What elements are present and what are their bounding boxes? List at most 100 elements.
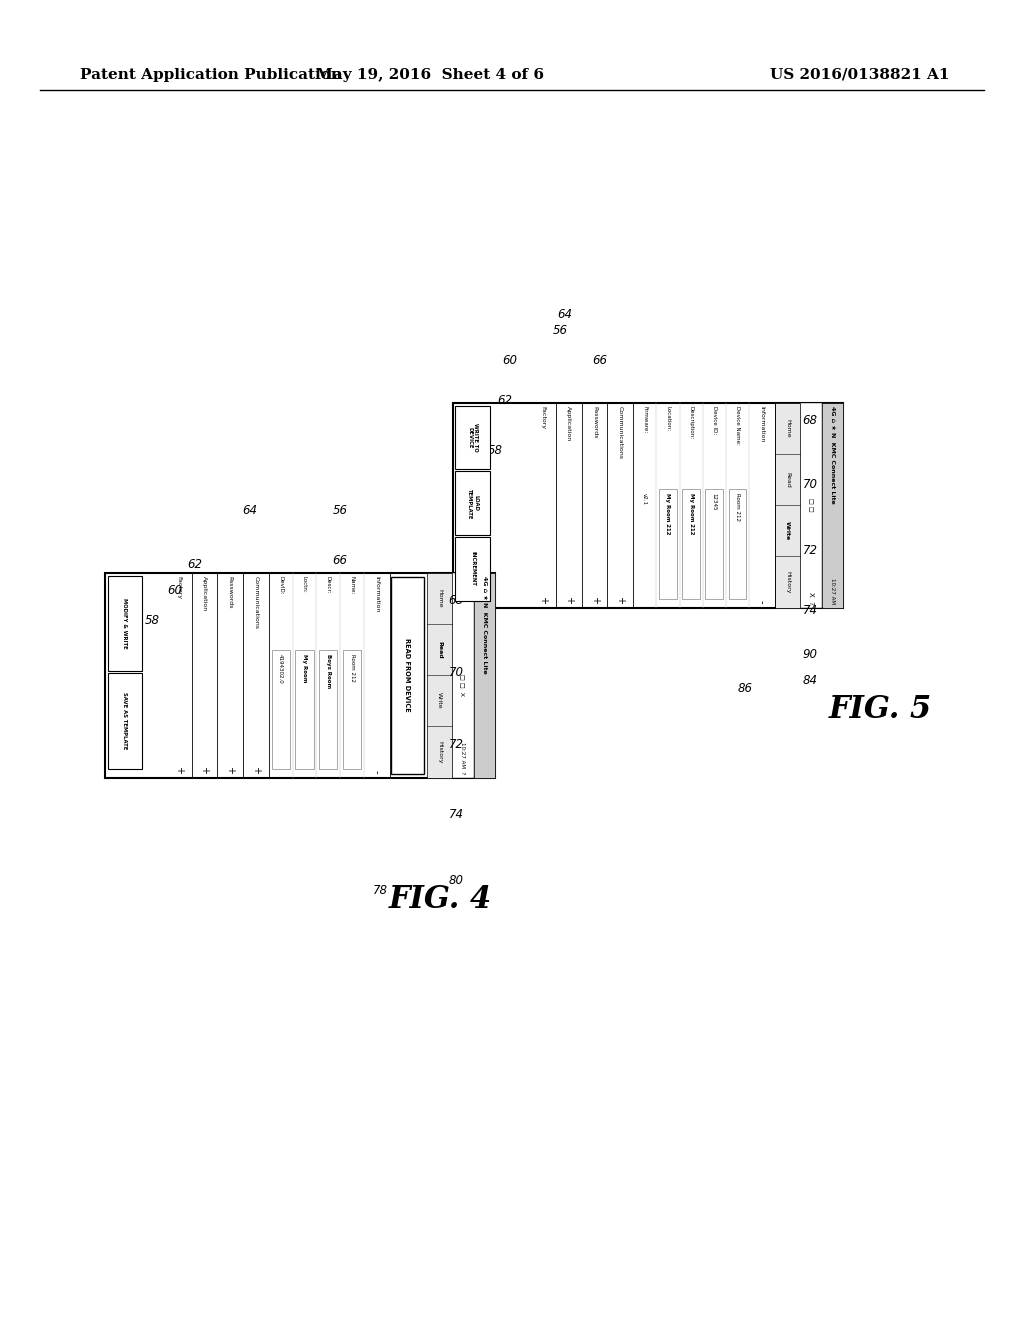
Text: +: +: [564, 595, 573, 603]
Polygon shape: [108, 673, 141, 768]
Polygon shape: [296, 651, 313, 770]
Text: +: +: [615, 595, 626, 603]
Text: 74: 74: [449, 808, 464, 821]
Text: 78: 78: [373, 883, 387, 896]
Text: Application: Application: [202, 577, 207, 611]
Text: 66: 66: [333, 553, 347, 566]
Text: 64: 64: [243, 503, 257, 516]
Text: 74: 74: [803, 603, 817, 616]
Text: 68: 68: [449, 594, 464, 606]
Text: X  ?: X ?: [808, 591, 814, 605]
Polygon shape: [427, 573, 453, 777]
Text: 86: 86: [737, 681, 753, 694]
Text: +: +: [225, 766, 236, 774]
Polygon shape: [319, 651, 337, 770]
Text: Device Name:: Device Name:: [735, 407, 740, 445]
Text: 62: 62: [187, 558, 203, 572]
Text: History: History: [785, 570, 790, 593]
Text: 10:27 AM: 10:27 AM: [829, 578, 835, 605]
Text: Description:: Description:: [688, 407, 693, 440]
Text: My Room 212: My Room 212: [666, 492, 671, 535]
Polygon shape: [105, 573, 495, 777]
Text: 10:27 AM  ?: 10:27 AM ?: [461, 742, 465, 775]
Text: Write: Write: [785, 521, 790, 540]
Text: INCREMENT: INCREMENT: [470, 552, 475, 586]
Text: v2.1: v2.1: [642, 492, 647, 504]
Text: -: -: [757, 601, 767, 603]
Polygon shape: [391, 577, 424, 774]
Polygon shape: [682, 488, 699, 599]
Text: Passwords: Passwords: [227, 577, 232, 609]
Polygon shape: [473, 573, 495, 777]
Text: 64: 64: [557, 309, 572, 322]
Text: Room 212: Room 212: [349, 655, 354, 682]
Text: +: +: [174, 766, 183, 774]
Text: 4194302.0: 4194302.0: [279, 655, 284, 684]
Text: Read: Read: [785, 471, 790, 487]
Text: Application: Application: [566, 407, 571, 442]
Polygon shape: [706, 488, 723, 599]
Polygon shape: [455, 471, 490, 535]
Text: 12345: 12345: [712, 492, 717, 511]
Text: History: History: [437, 741, 442, 763]
Text: 70: 70: [803, 479, 817, 491]
Text: Patent Application Publication: Patent Application Publication: [80, 69, 342, 82]
Text: □ □  X: □ □ X: [461, 675, 465, 696]
Text: -: -: [372, 770, 382, 774]
Text: 56: 56: [333, 503, 347, 516]
Text: My Room 212: My Room 212: [688, 492, 693, 535]
Text: 62: 62: [498, 393, 512, 407]
Text: WRITE TO
DEVICE: WRITE TO DEVICE: [467, 422, 478, 451]
Text: Descr:: Descr:: [326, 577, 331, 594]
Polygon shape: [455, 405, 490, 469]
Text: 4G ⌂ ★ N  KMC Connect Lite: 4G ⌂ ★ N KMC Connect Lite: [829, 405, 835, 503]
Text: 4G ⌂ ★ N  KMC Connect Lite: 4G ⌂ ★ N KMC Connect Lite: [481, 576, 486, 673]
Text: 56: 56: [553, 323, 567, 337]
Text: 66: 66: [593, 354, 607, 367]
Polygon shape: [271, 651, 290, 770]
Text: LOAD
TEMPLATE: LOAD TEMPLATE: [467, 488, 478, 519]
Text: Home: Home: [437, 589, 442, 607]
Text: 90: 90: [803, 648, 817, 661]
Text: FIG. 5: FIG. 5: [828, 694, 932, 726]
Text: US 2016/0138821 A1: US 2016/0138821 A1: [770, 69, 950, 82]
Text: +: +: [590, 595, 600, 603]
Polygon shape: [108, 576, 141, 671]
Text: Location:: Location:: [666, 407, 671, 432]
Text: Information: Information: [760, 407, 764, 444]
Text: Communications: Communications: [253, 577, 258, 630]
Text: 60: 60: [503, 354, 517, 367]
Text: +: +: [251, 766, 261, 774]
Text: Firmware:: Firmware:: [642, 407, 647, 434]
Text: Name:: Name:: [349, 577, 354, 595]
Text: My Room: My Room: [302, 655, 307, 682]
Text: Boys Room: Boys Room: [326, 655, 331, 689]
Text: +: +: [200, 766, 210, 774]
Polygon shape: [800, 403, 821, 607]
Text: DevID:: DevID:: [279, 577, 284, 595]
Polygon shape: [343, 651, 361, 770]
Text: □ □: □ □: [808, 498, 813, 512]
Text: Device ID:: Device ID:: [712, 407, 717, 434]
Text: FIG. 4: FIG. 4: [388, 884, 492, 916]
Text: Factory: Factory: [176, 577, 181, 599]
Text: READ FROM DEVICE: READ FROM DEVICE: [404, 638, 411, 711]
Text: Home: Home: [785, 418, 790, 437]
Polygon shape: [453, 403, 843, 607]
Text: 70: 70: [449, 665, 464, 678]
Text: May 19, 2016  Sheet 4 of 6: May 19, 2016 Sheet 4 of 6: [316, 69, 544, 82]
Text: 80: 80: [449, 874, 464, 887]
Text: 60: 60: [168, 583, 182, 597]
Text: 72: 72: [449, 738, 464, 751]
Text: Passwords: Passwords: [592, 407, 597, 440]
Text: +: +: [538, 595, 548, 603]
Text: Information: Information: [375, 577, 379, 612]
Text: 72: 72: [803, 544, 817, 557]
Text: Read: Read: [437, 640, 442, 659]
Polygon shape: [453, 573, 473, 777]
Text: MODIFY & WRITE: MODIFY & WRITE: [123, 598, 127, 648]
Text: 58: 58: [144, 614, 160, 627]
Text: 84: 84: [803, 673, 817, 686]
Text: SAVE AS TEMPLATE: SAVE AS TEMPLATE: [123, 692, 127, 750]
Text: Room 212: Room 212: [735, 492, 740, 520]
